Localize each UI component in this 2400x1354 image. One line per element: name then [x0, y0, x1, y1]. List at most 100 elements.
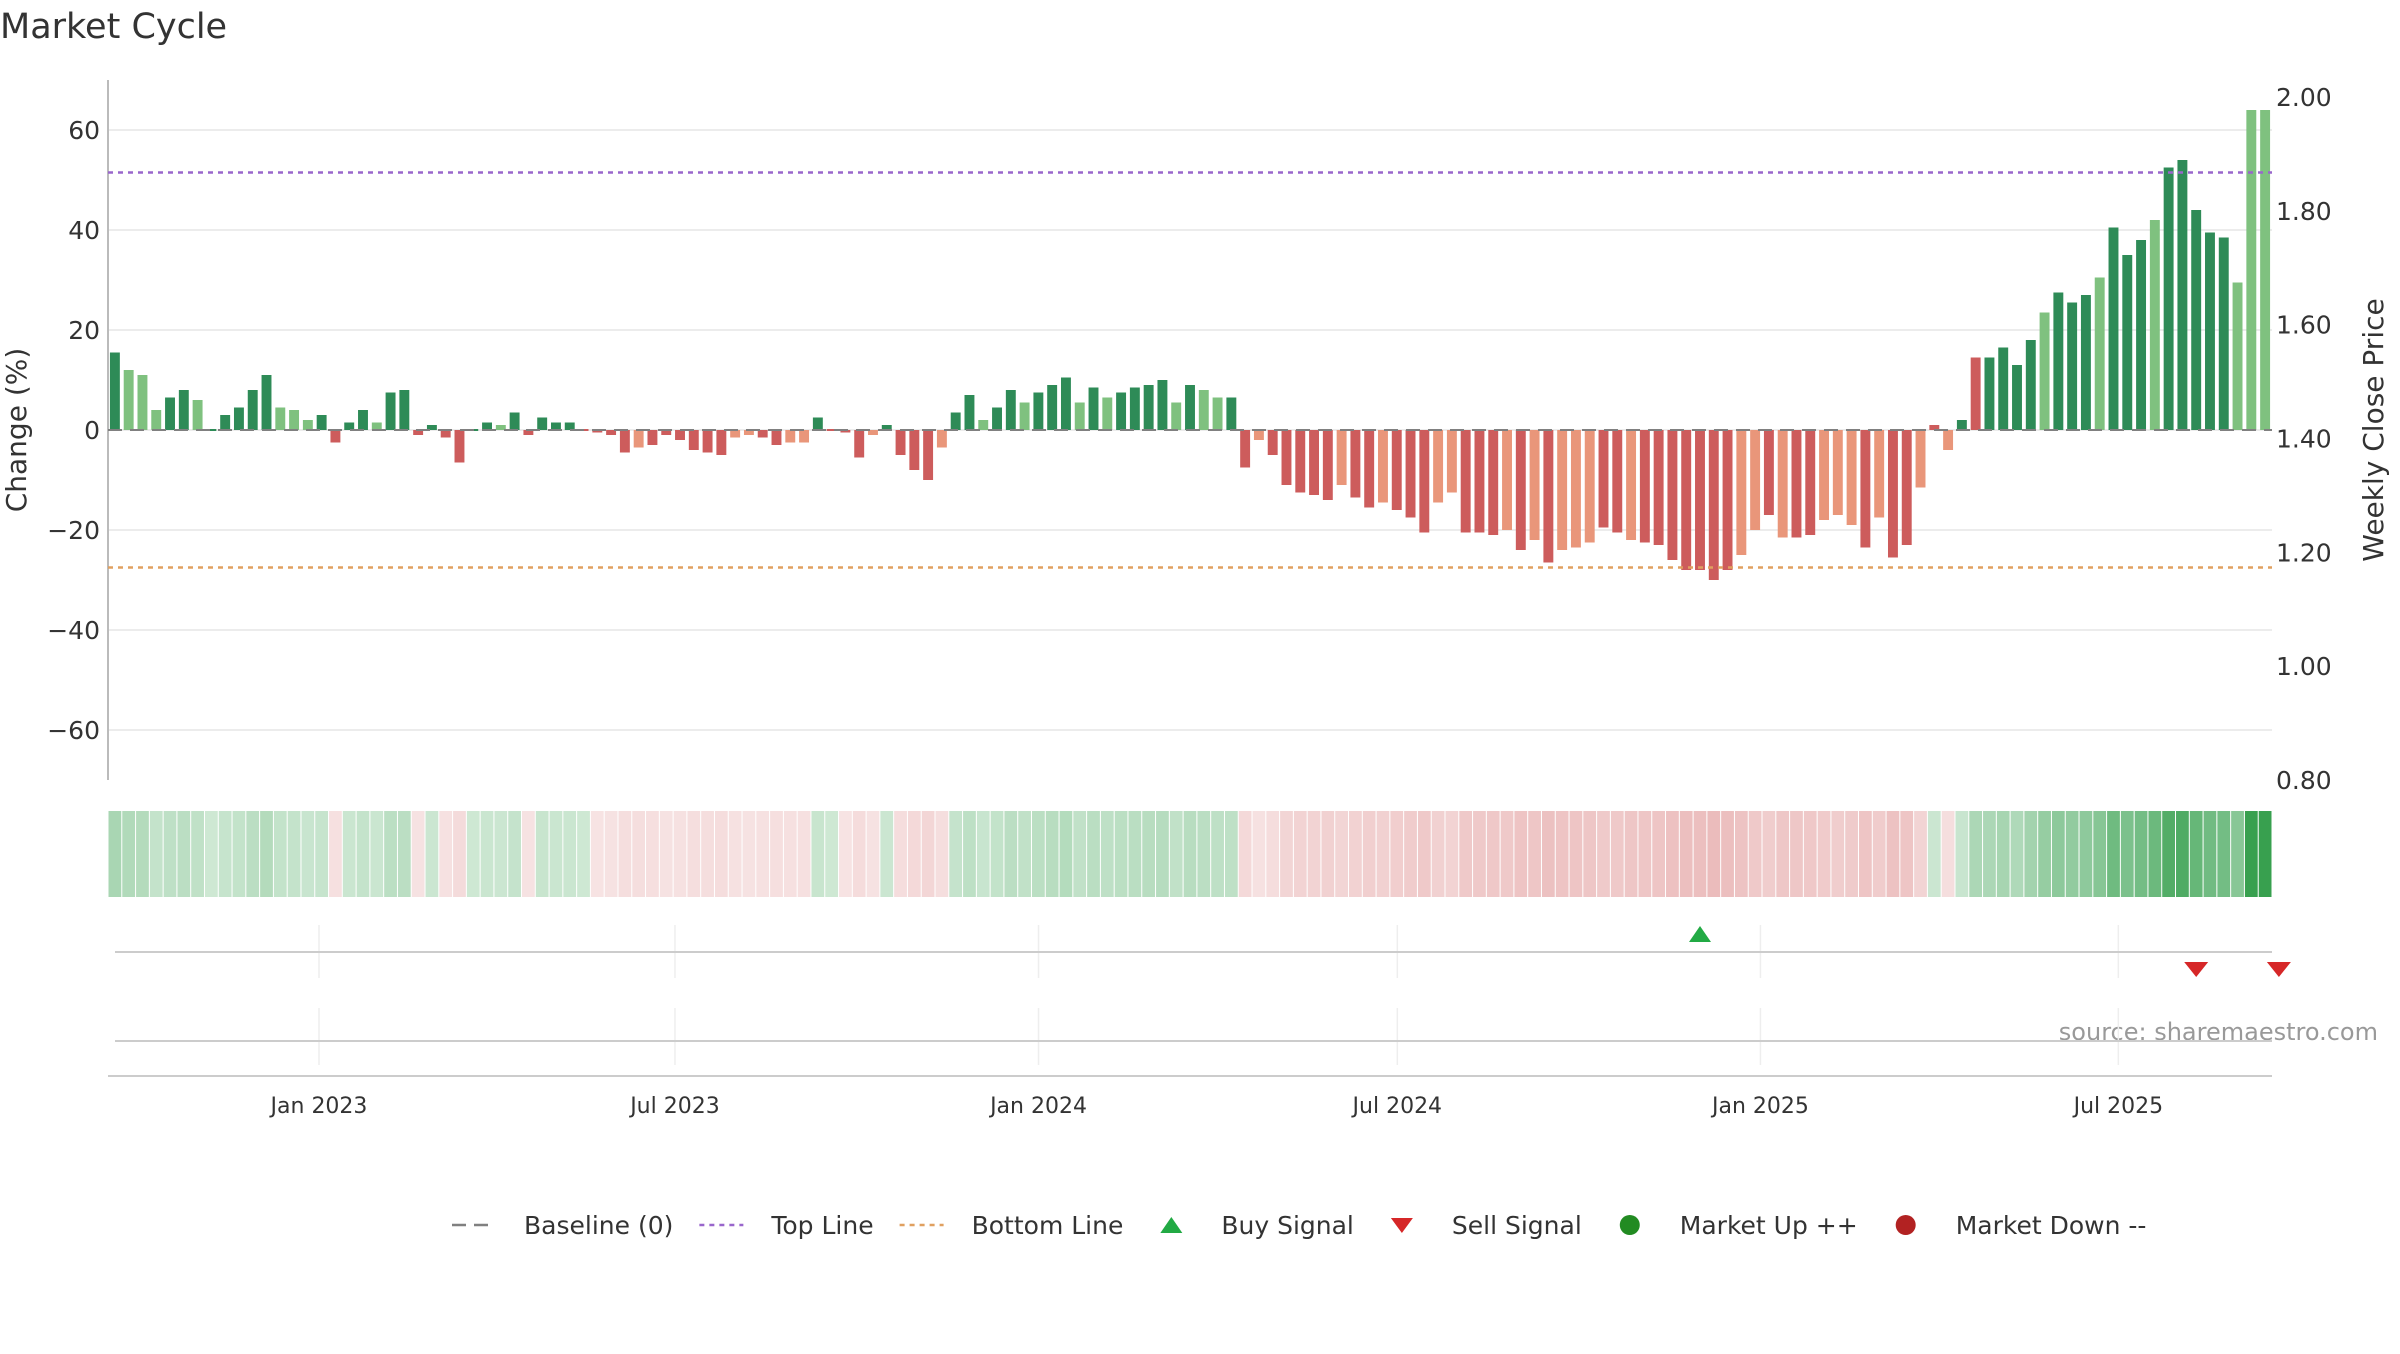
heat-cell — [2065, 811, 2079, 897]
buy-signal-marker — [1688, 926, 1711, 942]
heat-cell — [1417, 811, 1431, 897]
heat-cell — [1528, 811, 1541, 897]
bar — [289, 410, 300, 430]
bar — [330, 430, 341, 443]
heat-cell — [1941, 811, 1955, 897]
y-tick-label-right: 0.80 — [2276, 766, 2332, 795]
bar — [2053, 292, 2064, 430]
bar — [2163, 167, 2174, 430]
bar — [2246, 110, 2257, 430]
heat-cell — [687, 811, 701, 897]
heat-cell — [370, 811, 384, 897]
bar — [454, 430, 465, 463]
y-tick-label-left: −40 — [47, 616, 100, 645]
legend-buy-signal-label: Buy Signal — [1221, 1211, 1354, 1240]
bar — [1157, 380, 1168, 430]
bar — [1943, 430, 1954, 450]
bar — [743, 430, 754, 435]
bar — [137, 375, 148, 430]
heat-cell — [990, 811, 1004, 897]
bar — [537, 417, 548, 430]
bar — [1129, 387, 1140, 430]
bar — [316, 415, 327, 430]
bar — [1488, 430, 1499, 535]
heat-cell — [2244, 811, 2258, 897]
legend-sell-signal-swatch — [1390, 1218, 1413, 1233]
heat-cell — [935, 811, 949, 897]
heat-cell — [260, 811, 273, 897]
heat-cell — [797, 811, 811, 897]
heat-cell — [1128, 811, 1142, 897]
x-tick-label: Jul 2023 — [628, 1094, 720, 1119]
heat-cell — [1073, 811, 1087, 897]
bar — [2177, 160, 2188, 430]
x-tick-label: Jan 2023 — [269, 1094, 368, 1119]
heat-cell — [1734, 811, 1748, 897]
bar — [1763, 430, 1774, 515]
heat-cell — [659, 811, 673, 897]
legend-market-down-swatch — [1895, 1215, 1916, 1235]
heat-cell — [1114, 811, 1128, 897]
heat-cell — [907, 811, 921, 897]
bar — [1667, 430, 1678, 560]
bar — [2136, 240, 2147, 430]
heat-cell — [1500, 811, 1514, 897]
heat-cell — [356, 811, 370, 897]
bar — [881, 425, 892, 430]
heat-cell — [1390, 811, 1404, 897]
heat-cell — [1859, 811, 1872, 897]
heat-cell — [963, 811, 976, 897]
bar — [1736, 430, 1747, 555]
heat-cell — [232, 811, 246, 897]
heat-cell — [480, 811, 494, 897]
heat-cell — [1045, 811, 1059, 897]
bar — [1405, 430, 1416, 518]
heat-cell — [1252, 811, 1266, 897]
heat-cell — [811, 811, 825, 897]
bar — [950, 412, 961, 430]
bar — [1322, 430, 1333, 500]
bar — [1419, 430, 1430, 533]
heat-cell — [1459, 811, 1473, 897]
heat-cell — [1790, 811, 1803, 897]
bar — [2012, 365, 2022, 430]
x-tick-label: Jul 2024 — [1351, 1094, 1443, 1119]
bar — [1171, 402, 1182, 430]
legend-market-up-label: Market Up ++ — [1680, 1211, 1858, 1240]
heat-cell — [411, 811, 425, 897]
bar — [426, 425, 437, 430]
heat-cell — [1349, 811, 1362, 897]
y-tick-label-left: −60 — [47, 716, 100, 745]
bar — [1819, 430, 1829, 520]
bar — [440, 430, 451, 438]
heat-cell — [2231, 811, 2244, 897]
heat-cell — [2162, 811, 2176, 897]
bar — [2260, 110, 2271, 430]
bar — [1970, 357, 1981, 430]
heat-cell — [191, 811, 204, 897]
bar — [1240, 430, 1251, 468]
bar — [233, 407, 244, 430]
bar — [1915, 430, 1926, 488]
heat-cell — [770, 811, 783, 897]
bar — [647, 430, 658, 445]
heat-cell — [1335, 811, 1349, 897]
bar — [1253, 430, 1264, 440]
heat-cell — [1721, 811, 1734, 897]
heat-cell — [508, 811, 521, 897]
bar — [730, 430, 741, 438]
heat-cell — [701, 811, 714, 897]
y-tick-label-right: 1.60 — [2276, 311, 2332, 340]
bar — [799, 430, 810, 443]
heat-cell — [866, 811, 880, 897]
bar — [1033, 392, 1044, 430]
y-tick-label-left: 40 — [68, 216, 100, 245]
chart-title: Market Cycle — [0, 7, 227, 47]
bar — [261, 375, 272, 430]
legend-sell-signal-label: Sell Signal — [1452, 1211, 1582, 1240]
bar — [1074, 402, 1085, 430]
bar — [275, 407, 286, 430]
heat-cell — [2189, 811, 2203, 897]
bar — [2039, 312, 2050, 430]
